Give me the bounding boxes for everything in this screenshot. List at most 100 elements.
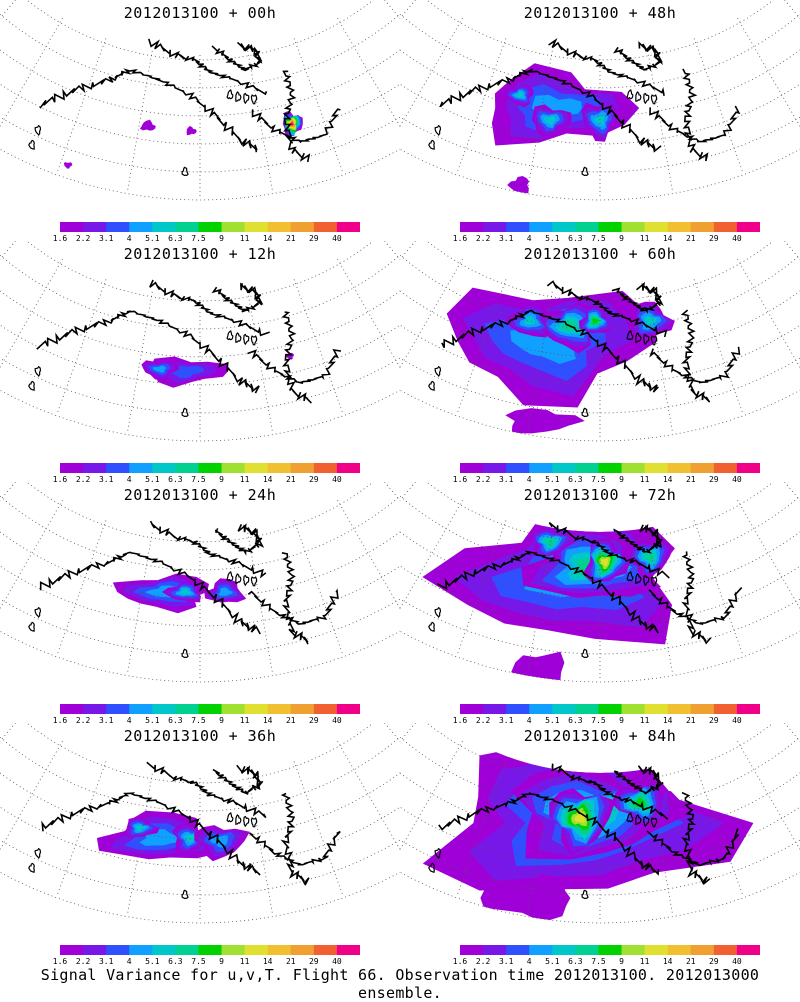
island [244, 94, 249, 104]
coastline [651, 347, 740, 383]
meridian-line [738, 18, 800, 142]
latitude-line [13, 482, 388, 542]
colorbar-swatch [245, 222, 269, 232]
meridian-line [57, 520, 106, 654]
colorbar [460, 704, 760, 714]
latitude-line [13, 0, 388, 60]
colorbar-swatch [506, 222, 530, 232]
meridian-line [248, 51, 273, 192]
meridian-line [248, 774, 273, 915]
colorbar-tick-label: 7.5 [591, 957, 605, 966]
coastline [212, 42, 262, 70]
colorbar-swatch [552, 704, 576, 714]
colorbar-swatch [175, 704, 199, 714]
meridian-line [0, 741, 63, 865]
colorbar-swatch [575, 945, 599, 955]
island [35, 849, 40, 858]
colorbar-tick-label: 11 [640, 957, 650, 966]
colorbar-tick-label: 40 [732, 957, 742, 966]
colorbar-swatch [291, 463, 315, 473]
coastline [216, 524, 263, 553]
latitude-line [413, 0, 788, 60]
colorbar-swatch [714, 945, 738, 955]
island [251, 818, 256, 827]
colorbar-swatch [552, 463, 576, 473]
colorbar-tick-label: 3.1 [499, 957, 513, 966]
variance-field [64, 111, 303, 169]
meridian-line [248, 292, 273, 433]
colorbar-swatch [598, 704, 622, 714]
island [651, 95, 656, 104]
colorbar-swatch [314, 463, 338, 473]
island [236, 92, 241, 101]
colorbar-tick-label: 21 [286, 957, 296, 966]
island [429, 623, 435, 632]
island [29, 864, 35, 873]
colorbar-swatch [622, 463, 646, 473]
meridian-line [777, 723, 800, 823]
coastline [37, 311, 259, 393]
colorbar-swatch [691, 222, 715, 232]
island [429, 141, 435, 150]
colorbar-swatch [314, 222, 338, 232]
colorbar-swatch [291, 222, 315, 232]
island [35, 608, 40, 617]
island [244, 335, 249, 345]
island [35, 126, 40, 135]
colorbar [60, 945, 360, 955]
colorbar-swatch [60, 463, 84, 473]
colorbar-tick-label: 14 [263, 957, 273, 966]
colorbar-swatch [483, 222, 507, 232]
colorbar-swatch [106, 704, 130, 714]
meridian-line [377, 723, 400, 823]
meridian-line [338, 18, 401, 142]
colorbar [60, 222, 360, 232]
polar-map [0, 0, 400, 222]
colorbar-swatch [291, 945, 315, 955]
colorbar-swatch [668, 463, 692, 473]
colorbar-swatch [198, 704, 222, 714]
island [227, 90, 233, 99]
colorbar-swatch [268, 463, 292, 473]
meridian-line [777, 482, 800, 582]
colorbar-swatch [552, 222, 576, 232]
coastline [250, 832, 341, 865]
colorbar-tick-label: 1.6 [453, 957, 467, 966]
island [236, 574, 241, 583]
colorbar-tick-label: 6.3 [168, 957, 182, 966]
colorbar-swatch [506, 704, 530, 714]
colorbar-swatch [598, 463, 622, 473]
island [636, 92, 641, 101]
variance-field [422, 504, 675, 697]
colorbar-swatch [337, 222, 360, 232]
colorbar-swatch [529, 945, 553, 955]
colorbar-swatch [645, 704, 669, 714]
meridian-line [338, 500, 401, 624]
colorbar [460, 222, 760, 232]
colorbar-swatch [714, 704, 738, 714]
island [227, 331, 233, 340]
colorbar-tick-label: 4 [527, 957, 532, 966]
latitude-line [400, 9, 800, 88]
island [435, 367, 440, 376]
colorbar-swatch [268, 704, 292, 714]
colorbar-swatch [598, 222, 622, 232]
colorbar-swatch [529, 463, 553, 473]
island [251, 577, 256, 586]
latitude-line [13, 241, 388, 301]
colorbar-swatch [245, 945, 269, 955]
variance-field [141, 353, 294, 388]
colorbar-swatch [598, 945, 622, 955]
polar-map [400, 241, 800, 463]
meridian-line [648, 51, 673, 192]
polar-map [0, 482, 400, 704]
island [29, 623, 35, 632]
island [227, 813, 233, 822]
meridian-line [400, 723, 423, 823]
